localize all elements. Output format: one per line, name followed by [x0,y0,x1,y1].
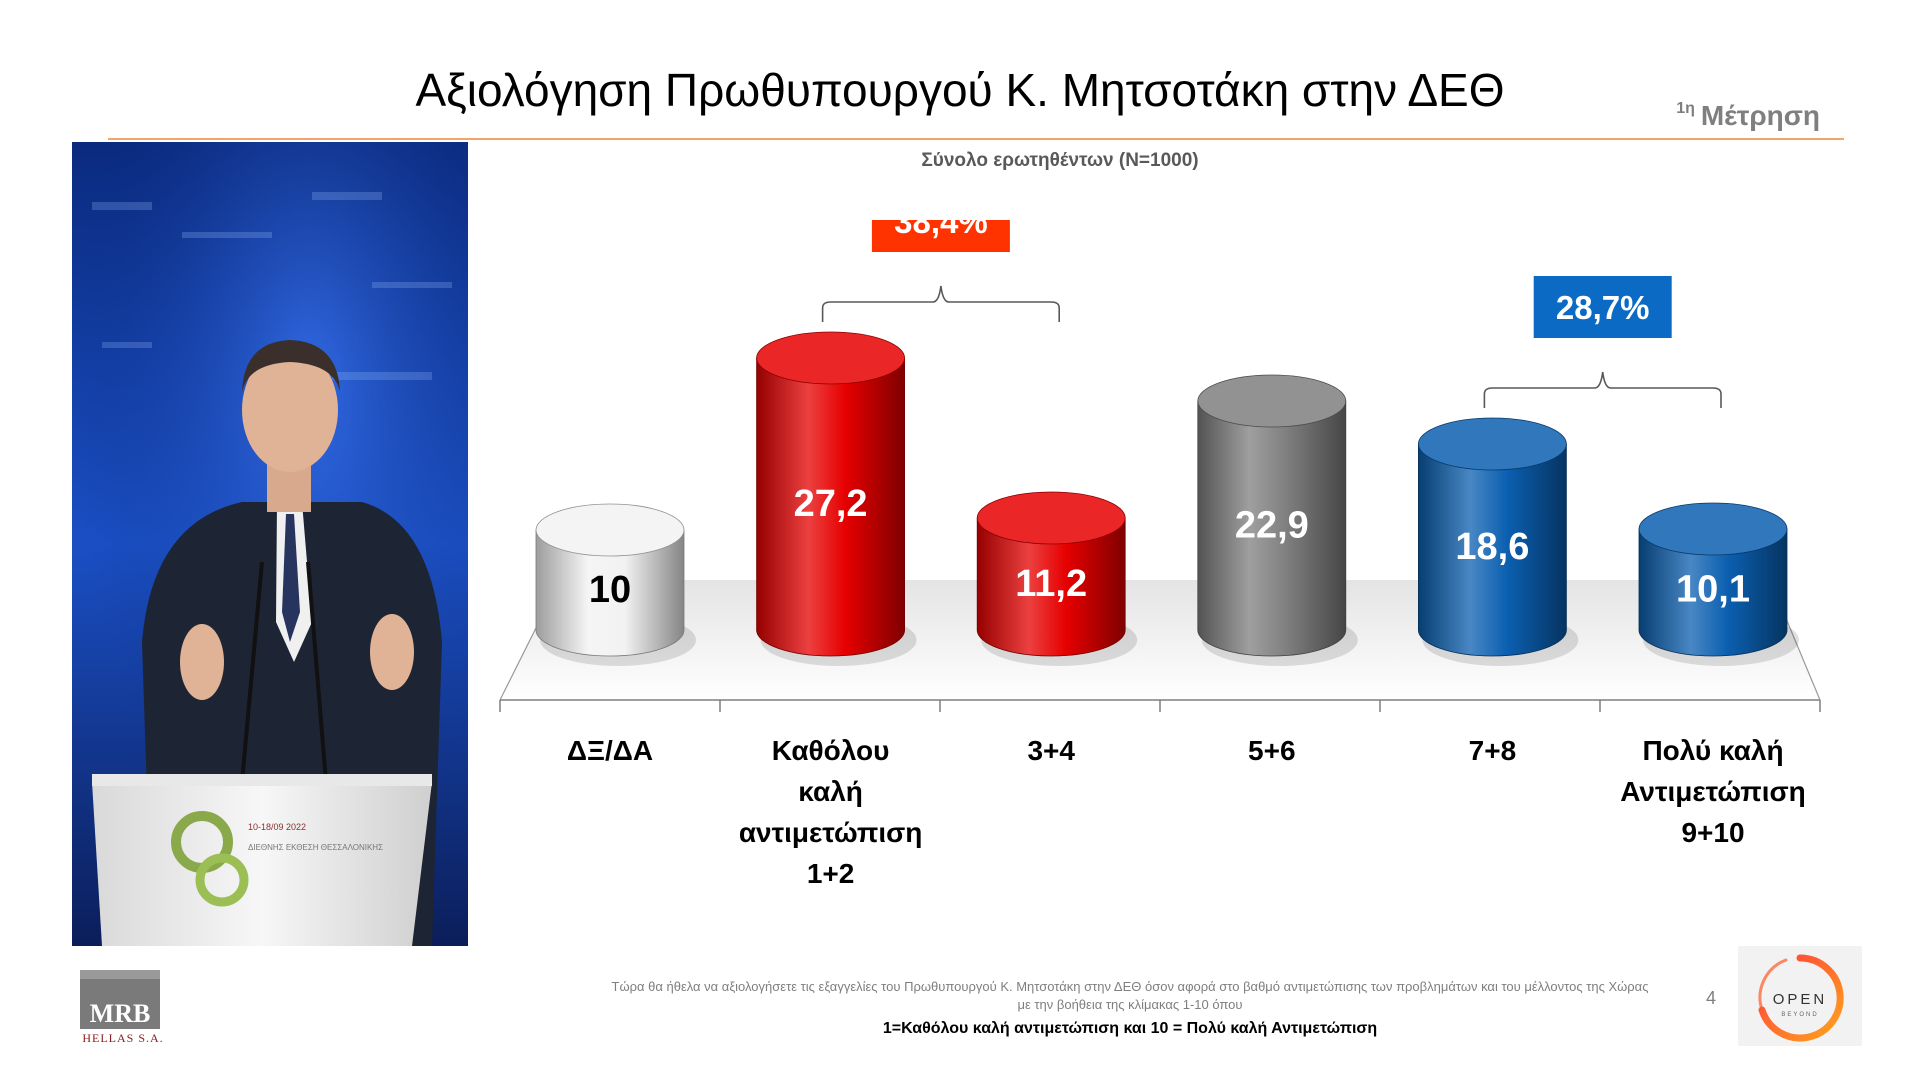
question-footnote: Τώρα θα ήθελα να αξιολογήσετε τις εξαγγε… [540,978,1720,1014]
bar-body [535,529,685,657]
bar-body [756,357,905,657]
bar-top [756,331,906,385]
bar-top [1638,502,1788,556]
bracket-line [821,285,1060,322]
title-divider [108,138,1844,140]
bar-1: 27,2 [756,331,917,666]
group-bracket-1: 28,7% [1483,276,1722,408]
mrb-logo: MRB HELLAS S.A. [80,970,166,1046]
bar-top [1197,374,1347,428]
group-total-label: 28,7% [1556,289,1650,326]
bar-body [1638,528,1788,657]
category-label: Καθόλου [772,735,890,766]
bar-chart: 38,4% 28,7% 10 27,2 11,2 22,9 18,6 10,1 ΔΞ/ΔΑ Κ… [499,220,1821,889]
open-logo-subtext: BEYOND [1781,1012,1818,1018]
mrb-logo-text: MRB [80,970,160,1029]
scale-footnote: 1=Καθόλου καλή αντιμετώπιση και 10 = Πολ… [882,1020,1378,1037]
page-title: Αξιολόγηση Πρωθυπουργού Κ. Μητσοτάκη στη… [415,64,1505,116]
bar-value-label: 27,2 [794,483,868,525]
category-label: 5+6 [1248,735,1296,766]
podium-text: ΔΙΕΘΝΗΣ ΕΚΘΕΣΗ ΘΕΣΣΑΛΟΝΙΚΗΣ [248,843,383,852]
bar-4: 18,6 [1418,417,1579,666]
footnote-line-2: με την βοήθεια της κλίμακας 1-10 όπου [1017,997,1243,1012]
podium-year: 10-18/09 2022 [248,822,306,832]
measurement-superscript: 1η [1676,100,1695,117]
chart-subtitle: Σύνολο ερωτηθέντων (N=1000) [921,150,1199,171]
speaker-photo: 10-18/09 2022 ΔΙΕΘΝΗΣ ΕΚΘΕΣΗ ΘΕΣΣΑΛΟΝΙΚΗ… [72,142,468,946]
bracket-line [1483,371,1722,408]
bar-0: 10 [535,503,696,666]
bar-value-label: 10 [589,569,631,611]
category-label: 9+10 [1681,817,1744,848]
category-label: Αντιμετώπιση [1620,776,1806,807]
bar-5: 10,1 [1638,502,1799,666]
group-total-box [871,220,1010,252]
bar-body [976,517,1126,657]
bar-body [1197,400,1347,657]
bar-top [976,491,1126,545]
open-logo-icon: OPEN BEYOND [1758,954,1844,1042]
bar-top [535,503,685,557]
category-label: 7+8 [1469,735,1517,766]
mrb-logo-subtext: HELLAS S.A. [82,1031,164,1045]
group-total-label: 38,4% [894,220,988,240]
group-bracket-0: 38,4% [821,220,1060,322]
chart-floor [500,580,1820,700]
measurement-text: Μέτρηση [1700,100,1820,131]
category-label: ΔΞ/ΔΑ [567,735,653,766]
bar-value-label: 18,6 [1455,526,1529,568]
bar-3: 22,9 [1197,374,1358,666]
group-total-box [1533,276,1672,338]
page-number: 4 [1706,988,1717,1008]
footnote-line-1: Τώρα θα ήθελα να αξιολογήσετε τις εξαγγε… [611,979,1649,994]
category-label: 1+2 [807,858,855,889]
measurement-label: 1η Μέτρηση [1640,100,1820,132]
category-label: καλή [798,776,863,807]
open-logo-text: OPEN [1773,991,1828,1008]
category-label: Πολύ καλή [1642,735,1783,766]
bar-value-label: 22,9 [1235,505,1309,547]
bar-body [1418,443,1567,657]
bar-value-label: 10,1 [1676,569,1750,611]
open-beyond-logo: OPEN BEYOND [1738,946,1862,1046]
category-label: αντιμετώπιση [739,817,923,848]
bar-2: 11,2 [976,491,1138,666]
speaker-at-podium-photo-icon: 10-18/09 2022 ΔΙΕΘΝΗΣ ΕΚΘΕΣΗ ΘΕΣΣΑΛΟΝΙΚΗ… [72,142,468,946]
category-label: 3+4 [1027,735,1075,766]
bar-top [1418,417,1567,471]
bar-value-label: 11,2 [1015,563,1087,605]
